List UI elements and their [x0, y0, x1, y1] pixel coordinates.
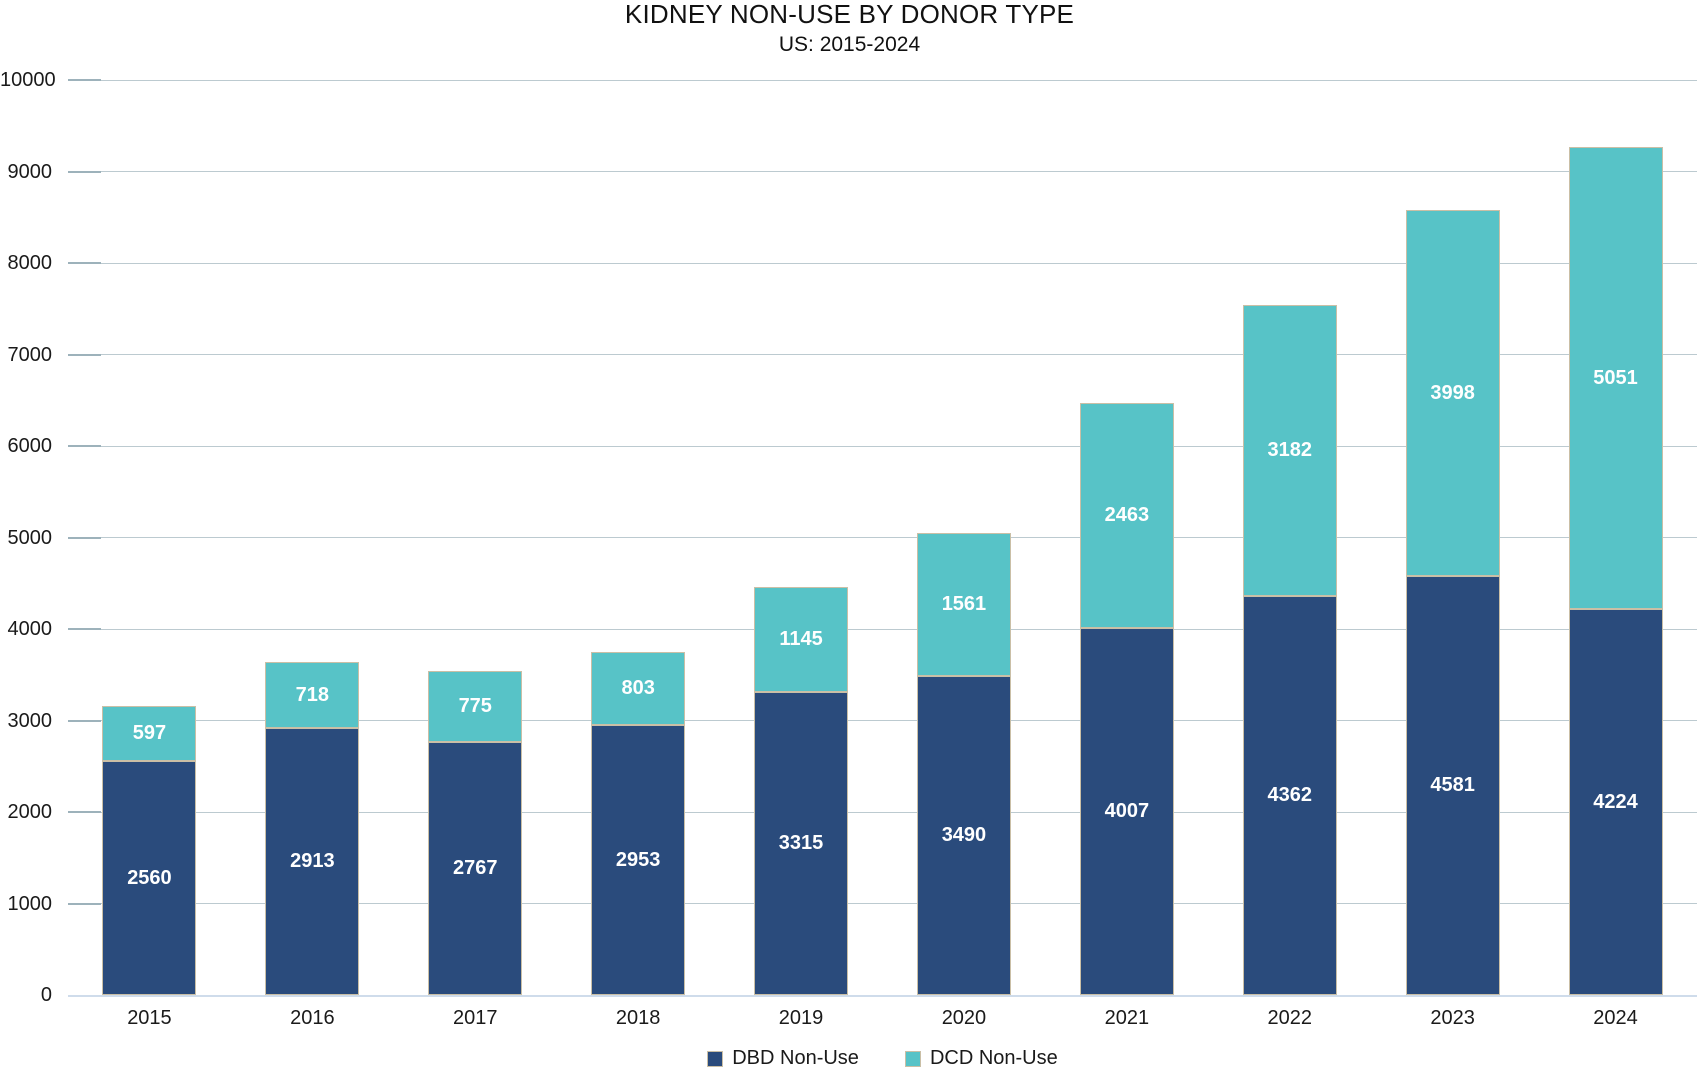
bar-value-label: 4581: [1430, 774, 1475, 796]
y-axis-tick-label-6000: 6000: [7, 435, 53, 457]
x-axis-line: [68, 995, 1697, 997]
gridline-4000: [68, 628, 1697, 630]
legend-label: DBD Non-Use: [732, 1047, 859, 1069]
gridline-1000: [68, 903, 1697, 904]
x-axis-label-2021: 2021: [1104, 1007, 1150, 1029]
bar-value-label: 2953: [615, 848, 661, 871]
bar-value-label: 2560: [127, 866, 172, 889]
bar-value-label: 3998: [1430, 381, 1475, 404]
y-tick-mark-6000: [68, 445, 101, 447]
x-axis-label-2016: 2016: [290, 1007, 335, 1029]
x-axis-label-2018: 2018: [615, 1007, 661, 1029]
bar-value-label: 1561: [941, 593, 987, 615]
bar-segment-dbd-non-use-2017: 2767: [428, 742, 523, 995]
bar-segment-dbd-non-use-2024: 4224: [1568, 609, 1663, 995]
bar-value-label: 1145: [779, 628, 823, 650]
gridline-7000: [68, 354, 1697, 355]
bar-segment-dcd-non-use-2021: 2463: [1079, 403, 1174, 628]
gridline-5000: [68, 537, 1697, 538]
x-axis-label-2020: 2020: [941, 1007, 987, 1029]
bar-segment-dbd-non-use-2018: 2953: [591, 725, 686, 995]
bar-segment-dcd-non-use-2023: 3998: [1405, 210, 1500, 576]
y-tick-mark-8000: [68, 262, 101, 264]
y-axis-tick-label-5000: 5000: [7, 526, 53, 549]
gridline-6000: [68, 445, 1697, 447]
y-axis-tick-label-2000: 2000: [7, 801, 53, 823]
bar-value-label: 718: [295, 683, 330, 706]
bar-value-label: 4007: [1104, 800, 1150, 822]
bar-value-label: 3182: [1267, 439, 1313, 461]
x-axis-label-2023: 2023: [1430, 1007, 1475, 1029]
y-axis-tick-label-10000: 10000: [0, 69, 56, 91]
bar-segment-dcd-non-use-2015: 597: [102, 706, 197, 761]
y-axis-tick-label-4000: 4000: [7, 618, 53, 640]
legend: DBD Non-Use DCD Non-Use: [68, 1046, 1697, 1071]
y-tick-mark-10000: [68, 79, 101, 81]
bar-segment-dcd-non-use-2020: 1561: [916, 533, 1011, 676]
bar-value-label: 5051: [1593, 366, 1638, 389]
bar-value-label: 803: [621, 677, 655, 699]
y-axis-tick-label-1000: 1000: [7, 892, 53, 915]
bar-segment-dcd-non-use-2022: 3182: [1242, 305, 1337, 596]
bar-value-label: 2767: [453, 857, 498, 879]
bar-segment-dcd-non-use-2018: 803: [591, 652, 686, 725]
x-axis-label-2022: 2022: [1267, 1007, 1312, 1029]
chart-title: KIDNEY NON-USE BY DONOR TYPE: [624, 0, 1075, 29]
bar-segment-dbd-non-use-2021: 4007: [1079, 628, 1174, 995]
y-tick-mark-2000: [68, 811, 101, 813]
bar-value-label: 3315: [778, 832, 824, 854]
bar-value-label: 2913: [290, 850, 335, 872]
y-tick-mark-1000: [68, 902, 101, 905]
legend-swatch-icon: [707, 1050, 724, 1067]
bar-segment-dbd-non-use-2023: 4581: [1405, 576, 1500, 995]
legend-label: DCD Non-Use: [929, 1047, 1058, 1069]
y-axis-tick-label-8000: 8000: [7, 252, 53, 274]
y-tick-mark-4000: [68, 628, 101, 630]
x-axis-label-2019: 2019: [778, 1007, 824, 1029]
y-axis-tick-label-7000: 7000: [7, 343, 53, 366]
gridline-10000: [68, 79, 1697, 81]
x-axis: 2015 2016 2017 2018 2019 2020 2021 2022 2023 2024: [68, 1006, 1697, 1030]
bar-value-label: 4224: [1593, 790, 1638, 813]
legend-item-dcd-non-use: DCD Non-Use: [904, 1047, 1058, 1070]
chart-subtitle: US: 2015-2024: [778, 33, 921, 56]
y-tick-mark-5000: [68, 536, 101, 539]
gridline-3000: [68, 720, 1697, 721]
y-axis: 0 1000 2000 3000 4000 5000 6000 7000 8000 9000 100…: [0, 69, 56, 1006]
gridline-2000: [68, 811, 1697, 813]
y-axis-tick-label-9000: 9000: [7, 160, 53, 183]
bar-segment-dcd-non-use-2016: 718: [265, 662, 360, 728]
x-axis-label-2015: 2015: [127, 1007, 172, 1029]
gridline-8000: [68, 262, 1697, 264]
y-tick-mark-7000: [68, 353, 101, 356]
bar-value-label: 597: [132, 722, 167, 744]
x-axis-label-2024: 2024: [1593, 1007, 1638, 1029]
y-tick-mark-3000: [68, 719, 101, 722]
y-axis-tick-label-0: 0: [40, 984, 52, 1006]
bar-value-label: 775: [458, 695, 492, 717]
bar-segment-dbd-non-use-2019: 3315: [754, 692, 849, 995]
x-axis-label-2017: 2017: [452, 1007, 498, 1029]
legend-swatch-icon: [904, 1050, 921, 1067]
gridline-9000: [68, 171, 1697, 172]
bar-segment-dbd-non-use-2020: 3490: [916, 676, 1011, 995]
bar-segment-dcd-non-use-2017: 775: [428, 671, 523, 742]
bar-segment-dbd-non-use-2016: 2913: [265, 728, 360, 995]
bar-value-label: 2463: [1104, 504, 1150, 526]
bar-segment-dbd-non-use-2022: 4362: [1242, 596, 1337, 995]
plot-area: 2560 597 2913 718 2767 775 2953 803 3315 1145 3490…: [68, 79, 1697, 997]
bar-value-label: 4362: [1267, 784, 1313, 806]
bar-segment-dbd-non-use-2015: 2560: [102, 761, 197, 995]
bar-segment-dcd-non-use-2019: 1145: [754, 587, 849, 692]
y-tick-mark-9000: [68, 170, 101, 173]
y-axis-tick-label-3000: 3000: [7, 709, 53, 732]
bar-segment-dcd-non-use-2024: 5051: [1568, 147, 1663, 609]
legend-item-dbd-non-use: DBD Non-Use: [707, 1047, 859, 1070]
bar-value-label: 3490: [941, 824, 987, 846]
